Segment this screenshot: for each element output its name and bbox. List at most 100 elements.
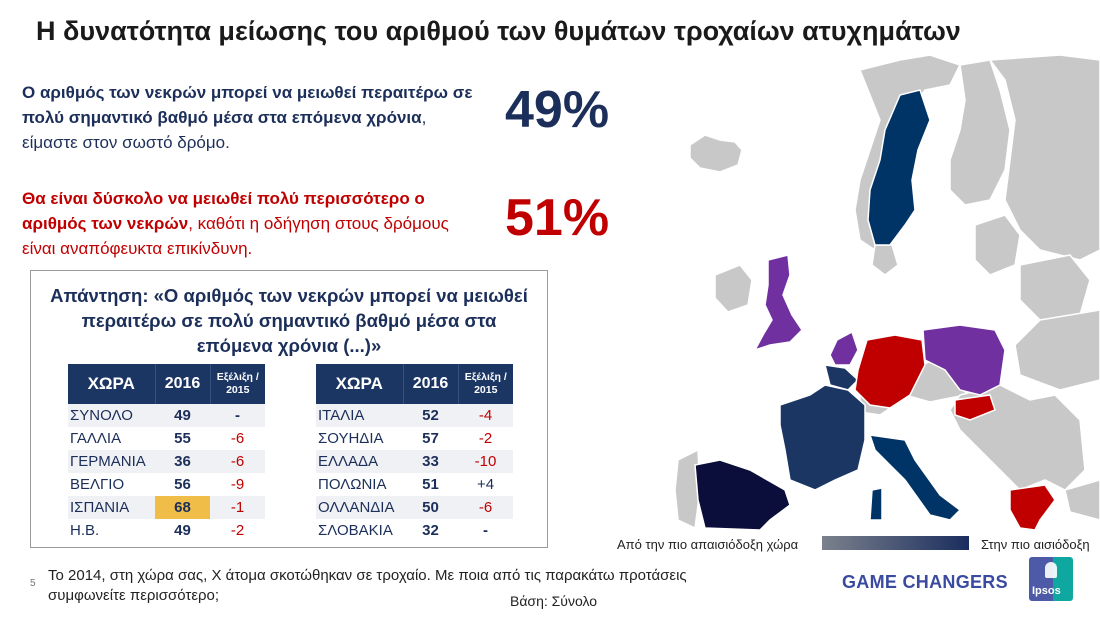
- value-2016: 56: [174, 476, 191, 493]
- country-table-left: ΧΩΡΑ 2016 Εξέλιξη / 2015 ΣΥΝΟΛΟ 49- ΓΑΛΛΙΑ…: [68, 364, 265, 542]
- country-name: ΙΣΠΑΝΙΑ: [68, 496, 155, 519]
- country-table-right: ΧΩΡΑ 2016 Εξέλιξη / 2015 ΙΤΑΛΙΑ 52 -4 ΣΟΥΗΔ…: [316, 364, 513, 542]
- table-row: Η.Β. 49 -2: [68, 519, 265, 542]
- value-2016: 32: [422, 522, 439, 539]
- country-name: ΣΛΟΒΑΚΙΑ: [318, 522, 393, 539]
- change-vs-2015: -: [210, 404, 265, 427]
- negative-percent: 51%: [505, 189, 610, 247]
- map-survey-countries: [694, 89, 1056, 530]
- table-row: ΓΑΛΛΙΑ 55 -6: [68, 427, 265, 450]
- map-slovakia: [954, 394, 996, 421]
- country-name: ΣΥΝΟΛΟ: [68, 404, 155, 427]
- map-turkey: [1064, 479, 1100, 521]
- positive-statement-rest: , είμαστε στον σωστό δρόμο.: [22, 108, 427, 152]
- ipsos-logo-text: Ipsos: [1032, 585, 1061, 597]
- negative-statement-bold: Θα είναι δύσκολο να μειωθεί πολύ περισσό…: [22, 189, 425, 233]
- value-2016: 49: [174, 522, 191, 539]
- map-greece: [1009, 484, 1056, 530]
- map-united-kingdom: [753, 254, 803, 352]
- answer-title: Απάντηση: «Ο αριθμός των νεκρών μπορεί ν…: [50, 285, 528, 356]
- change-vs-2015: -9: [230, 476, 245, 493]
- survey-question: Το 2014, στη χώρα σας, Χ άτομα σκοτώθηκα…: [48, 567, 687, 604]
- country-name: ΓΑΛΛΙΑ: [70, 430, 122, 447]
- country-name: ΟΛΛΑΝΔΙΑ: [316, 496, 403, 519]
- map-spain: [694, 459, 791, 530]
- value-2016: 50: [403, 496, 458, 519]
- page-number: 5: [30, 578, 36, 589]
- table-row: ΓΕΡΜΑΝΙΑ 36 -6: [68, 450, 265, 473]
- table-row: ΠΟΛΩΝΙΑ 51 +4: [316, 473, 513, 496]
- negative-statement: Θα είναι δύσκολο να μειωθεί πολύ περισσό…: [22, 186, 482, 261]
- change-vs-2015: -6: [458, 496, 513, 519]
- header-year: 2016: [403, 364, 459, 404]
- table-row: ΣΛΟΒΑΚΙΑ 32 -: [316, 519, 513, 542]
- change-vs-2015: -1: [210, 496, 265, 519]
- change-vs-2015: -4: [458, 404, 513, 427]
- value-2016: 55: [174, 430, 191, 447]
- map-baltics: [974, 214, 1021, 276]
- negative-statement-rest: , καθότι η οδήγηση στους δρόμους είναι α…: [22, 214, 449, 258]
- legend-pessimistic-label: Από την πιο απαισιόδοξη χώρα: [617, 537, 799, 552]
- country-name: ΠΟΛΩΝΙΑ: [318, 476, 387, 493]
- map-sweden: [867, 89, 931, 246]
- change-vs-2015: -2: [230, 522, 245, 539]
- map-france: [779, 384, 866, 491]
- table-row: ΒΕΛΓΙΟ 56 -9: [68, 473, 265, 496]
- table-row: ΕΛΛΑΔΑ 33 -10: [316, 450, 513, 473]
- change-vs-2015: +4: [476, 476, 495, 493]
- positive-statement: Ο αριθμός των νεκρών μπορεί να μειωθεί π…: [22, 80, 482, 155]
- value-2016: 51: [422, 476, 439, 493]
- country-name: ΓΕΡΜΑΝΙΑ: [68, 450, 155, 473]
- country-name: ΒΕΛΓΙΟ: [70, 476, 125, 493]
- header-change: Εξέλιξη / 2015: [210, 364, 265, 404]
- country-name: ΙΤΑΛΙΑ: [316, 404, 403, 427]
- map-poland: [922, 324, 1006, 396]
- map-iceland: [689, 134, 743, 173]
- header-country: ΧΩΡΑ: [316, 364, 404, 404]
- change-vs-2015: -: [483, 522, 488, 539]
- legend-optimistic-label: Στην πιο αισιόδοξη: [981, 537, 1090, 552]
- map-germany: [854, 334, 926, 409]
- legend-gradient-bar: [822, 536, 969, 550]
- map-belgium: [823, 364, 860, 391]
- value-2016: 57: [422, 430, 439, 447]
- value-2016: 33: [403, 450, 458, 473]
- change-vs-2015: -10: [458, 450, 513, 473]
- table-row: ΣΥΝΟΛΟ 49-: [68, 404, 265, 427]
- positive-percent: 49%: [505, 81, 610, 139]
- country-name: ΣΟΥΗΔΙΑ: [318, 430, 384, 447]
- ipsos-head-icon: [1045, 562, 1057, 578]
- positive-statement-bold: Ο αριθμός των νεκρών μπορεί να μειωθεί π…: [22, 83, 473, 127]
- ipsos-logo: Ipsos: [1029, 557, 1073, 601]
- map-belarus: [1019, 254, 1091, 321]
- table-row: ΟΛΛΑΝΔΙΑ 50 -6: [316, 496, 513, 519]
- slide-title: Η δυνατότητα μείωσης του αριθμού των θυμ…: [36, 16, 961, 46]
- map-ireland: [714, 264, 753, 313]
- table-header-row: ΧΩΡΑ 2016 Εξέλιξη / 2015: [68, 364, 265, 404]
- header-year: 2016: [155, 364, 211, 404]
- map-portugal: [674, 448, 701, 530]
- map-netherlands: [829, 330, 859, 366]
- value-2016: 49: [155, 404, 210, 427]
- change-vs-2015: -6: [210, 450, 265, 473]
- change-vs-2015: -6: [230, 430, 245, 447]
- map-russia-north: [988, 54, 1100, 261]
- map-denmark: [871, 244, 899, 276]
- table-row: ΙΣΠΑΝΙΑ 68 -1: [68, 496, 265, 519]
- table-row: ΙΤΑΛΙΑ 52 -4: [316, 404, 513, 427]
- answer-box: Απάντηση: «Ο αριθμός των νεκρών μπορεί ν…: [30, 270, 548, 548]
- country-name: ΕΛΛΑΔΑ: [316, 450, 403, 473]
- header-change: Εξέλιξη / 2015: [458, 364, 513, 404]
- table-header-row: ΧΩΡΑ 2016 Εξέλιξη / 2015: [316, 364, 513, 404]
- europe-map: [674, 54, 1100, 530]
- game-changers-logo: GAME CHANGERS: [842, 572, 1008, 592]
- value-2016: 36: [155, 450, 210, 473]
- map-ukraine: [1014, 309, 1100, 391]
- highlighted-value: 68: [155, 496, 210, 519]
- base-note: Βάση: Σύνολο: [510, 593, 598, 609]
- map-italy: [868, 434, 962, 521]
- change-vs-2015: -2: [478, 430, 493, 447]
- country-name: Η.Β.: [70, 522, 100, 539]
- map-finland: [949, 59, 1011, 206]
- header-country: ΧΩΡΑ: [68, 364, 156, 404]
